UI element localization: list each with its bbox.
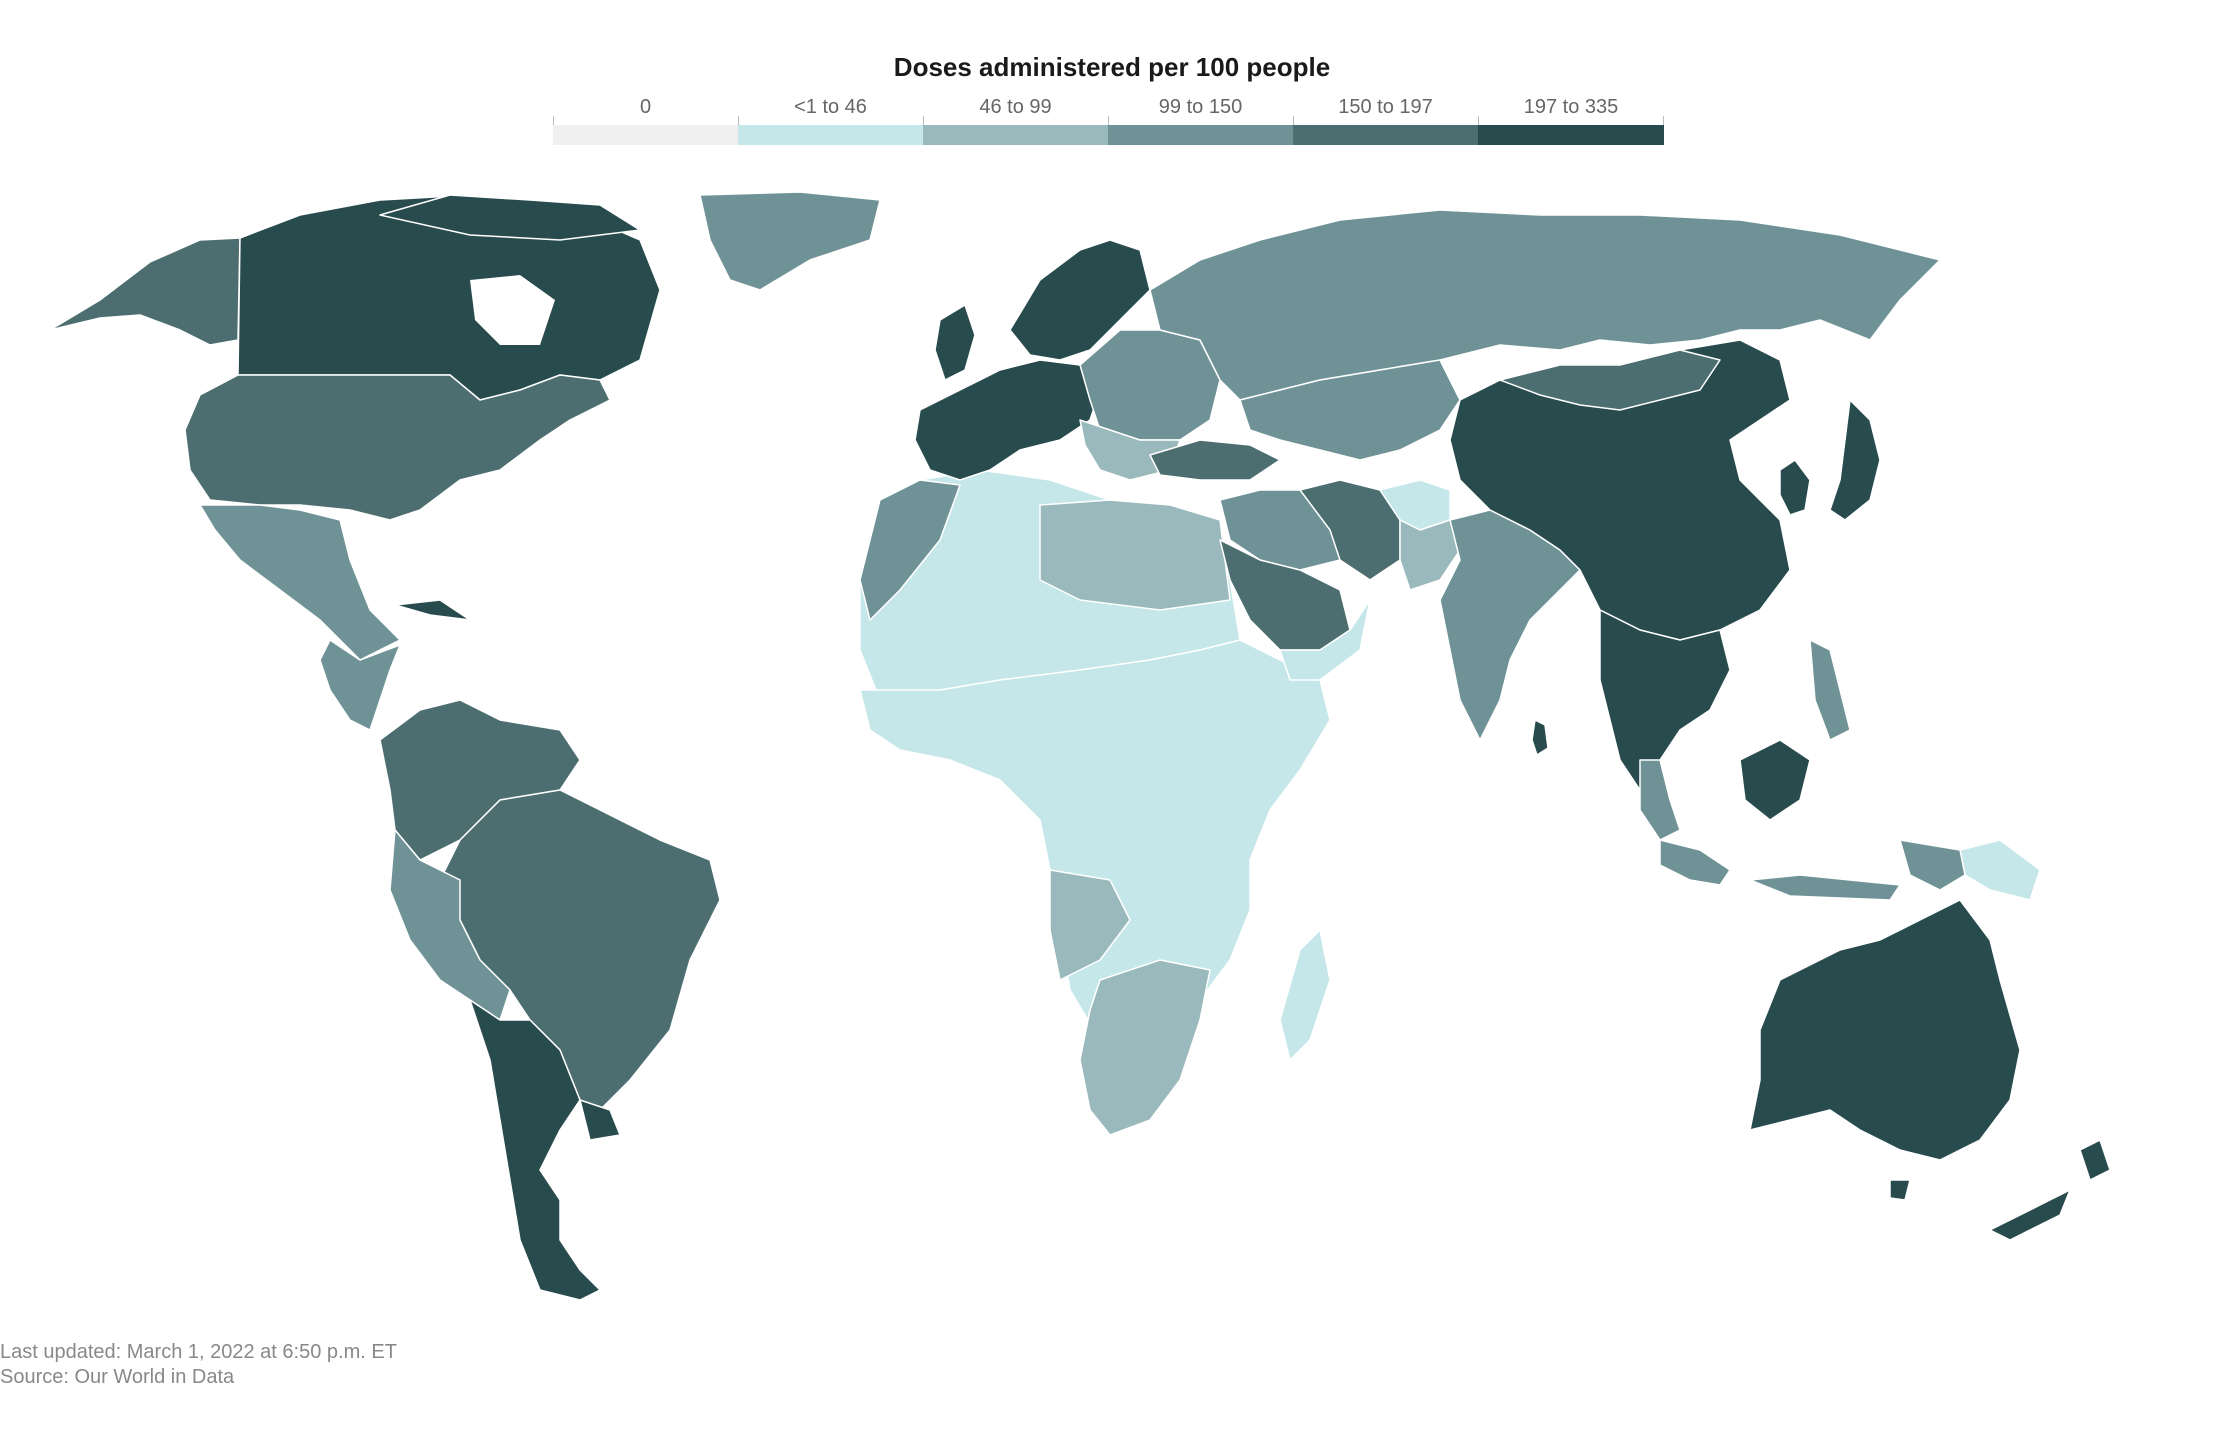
legend-item-5: 197 to 335 (1478, 92, 1664, 147)
legend-label: 150 to 197 (1338, 96, 1433, 118)
legend-tick (1108, 116, 1109, 130)
legend-tick (738, 116, 739, 130)
region-korea[interactable] (1779, 459, 1811, 516)
legend-tick (1663, 116, 1664, 130)
legend-swatch (1478, 125, 1664, 145)
region-central-america[interactable] (319, 639, 401, 731)
legend: 0 <1 to 46 46 to 99 99 to 150 150 to 197… (553, 92, 1664, 147)
region-usa[interactable] (184, 374, 611, 521)
legend-label: 46 to 99 (979, 96, 1052, 118)
region-west-papua[interactable] (1899, 839, 1966, 891)
region-western-europe[interactable] (914, 359, 1101, 481)
region-turkey[interactable] (1149, 439, 1281, 481)
legend-label: 99 to 150 (1158, 96, 1243, 118)
region-japan[interactable] (1829, 399, 1881, 521)
region-cuba[interactable] (394, 599, 471, 621)
world-map (49, 191, 2111, 1301)
region-philippines[interactable] (1809, 639, 1851, 741)
legend-tick (553, 116, 554, 130)
region-libya-egypt[interactable] (1039, 499, 1231, 611)
region-new-zealand[interactable] (1989, 1139, 2111, 1241)
region-greenland[interactable] (699, 191, 881, 291)
region-pakistan[interactable] (1399, 519, 1461, 591)
legend-item-3: 99 to 150 (1108, 92, 1293, 147)
source-text: Source: Our World in Data (0, 1366, 235, 1388)
legend-swatch (738, 125, 923, 145)
legend-title: Doses administered per 100 people (893, 52, 1331, 82)
region-southeast-asia[interactable] (1599, 609, 1731, 791)
legend-item-1: <1 to 46 (738, 92, 923, 147)
region-indonesia[interactable] (1659, 839, 1731, 886)
region-central-asia[interactable] (1239, 359, 1461, 461)
footer: Last updated: March 1, 2022 at 6:50 p.m.… (0, 1340, 397, 1390)
region-southern-africa[interactable] (1079, 959, 1211, 1136)
region-angola[interactable] (1049, 869, 1131, 981)
region-borneo[interactable] (1739, 739, 1811, 821)
region-argentina-chile[interactable] (469, 999, 601, 1301)
hudson-bay (470, 275, 555, 345)
legend-item-0: 0 (553, 92, 738, 147)
legend-item-2: 46 to 99 (923, 92, 1108, 147)
region-malay-peninsula[interactable] (1639, 759, 1681, 841)
region-yemen-oman[interactable] (1279, 599, 1371, 681)
legend-item-4: 150 to 197 (1293, 92, 1478, 147)
region-alaska[interactable] (49, 237, 241, 346)
legend-swatch (553, 125, 738, 145)
region-mongolia[interactable] (1499, 349, 1721, 411)
last-updated-text: Last updated: March 1, 2022 at 6:50 p.m.… (0, 1341, 397, 1363)
region-eastern-europe[interactable] (1079, 329, 1221, 441)
region-brazil[interactable] (439, 789, 721, 1111)
legend-label: 197 to 335 (1523, 96, 1619, 118)
region-peru-bolivia[interactable] (389, 829, 511, 1021)
region-madagascar[interactable] (1279, 929, 1331, 1061)
region-australia[interactable] (1749, 899, 2021, 1161)
region-papua-new-guinea[interactable] (1959, 839, 2041, 901)
legend-swatch (923, 125, 1108, 145)
legend-swatch (1108, 125, 1293, 145)
region-sub-saharan-africa[interactable] (859, 639, 1331, 1051)
region-morocco[interactable] (859, 479, 961, 621)
region-mexico[interactable] (199, 504, 401, 661)
legend-swatch (1293, 125, 1478, 145)
region-tasmania[interactable] (1889, 1179, 1911, 1201)
legend-tick (923, 116, 924, 130)
region-uruguay[interactable] (579, 1099, 621, 1141)
region-sri-lanka[interactable] (1531, 719, 1549, 756)
region-uk[interactable] (934, 304, 976, 381)
region-arctic-islands[interactable] (379, 194, 641, 241)
legend-label: 0 (639, 96, 652, 118)
legend-tick (1478, 116, 1479, 130)
region-indonesia-east[interactable] (1749, 874, 1901, 901)
legend-label: <1 to 46 (794, 96, 867, 118)
legend-tick (1293, 116, 1294, 130)
